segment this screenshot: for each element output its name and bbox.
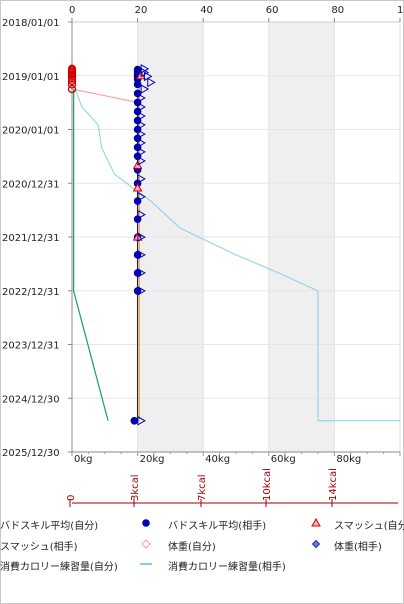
legend-marker-4 [141, 539, 151, 549]
legend-item-7: 消費カロリー練習量(相手) [168, 562, 286, 573]
series-3-point-16 [137, 232, 146, 243]
legend-item-2: スマッシュ(自分) [334, 521, 404, 532]
chart-svg: 2018/01/01 2019/01/01 2020/01/01 2020/12/31… [2, 5, 404, 507]
top-tick-label-5: 100 [397, 5, 404, 16]
series-0-point-8 [67, 80, 77, 89]
series-0-point-6 [67, 74, 77, 83]
legend-item-6: 消費カロリー練習量(自分) [0, 562, 118, 573]
top-tick-label-3: 60 [266, 5, 279, 16]
y-tick-label-8: 2025/12/30 [2, 448, 60, 459]
series-3-point-7 [137, 111, 146, 121]
y-tick-label-4: 2021/12/31 [2, 233, 60, 244]
legend-marker-2 [311, 517, 321, 527]
series-3-point-11 [137, 147, 146, 157]
calorie-tick-label-0: 0 [66, 495, 77, 501]
calorie-tick-label-1: 3kcal [130, 474, 141, 501]
y-tick-label-5: 2022/12/31 [2, 287, 60, 298]
series-3-point-12 [137, 156, 146, 166]
legend-item-1: バドスキル平均(相手) [168, 521, 267, 532]
series-1-point-5 [133, 80, 142, 89]
series-3-point-14 [137, 191, 146, 202]
series-3-point-10 [137, 138, 146, 148]
legend-marker-7 [140, 563, 152, 565]
series-line-6 [73, 89, 109, 421]
series-0-point-9 [67, 84, 77, 94]
bottom-tick-label-3: 60kg [271, 454, 296, 465]
legend-marker-5 [311, 539, 321, 549]
legend-symbol-1 [142, 519, 150, 527]
series-3-point-6 [137, 102, 146, 112]
y-tick-label-3: 2020/12/31 [2, 179, 60, 190]
calorie-tick-label-4: 14kcal [328, 468, 339, 501]
legend-item-4: 体重(自分) [168, 542, 216, 553]
top-tick-label-0: 0 [69, 5, 75, 16]
series-3-point-19 [137, 286, 146, 296]
series-line-7 [74, 88, 400, 422]
bottom-tick-label-2: 40kg [205, 454, 230, 465]
series-3-point-9 [137, 129, 146, 139]
series-1-point-22 [130, 416, 139, 425]
series-2-point-2 [132, 182, 143, 192]
series-3-point-8 [137, 120, 146, 130]
bottom-tick-label-4: 80kg [336, 454, 361, 465]
y-tick-label-0: 2018/01/01 [2, 18, 60, 29]
calorie-tick-label-3: 10kcal [262, 468, 273, 501]
legend-item-3: スマッシュ(相手) [0, 542, 78, 553]
series-3-point-3 [147, 77, 156, 88]
y-tick-label-2: 2020/01/01 [2, 126, 60, 137]
bottom-tick-label-1: 20kg [140, 454, 165, 465]
bottom-tick-label-0: 0kg [74, 454, 93, 465]
top-tick-label-4: 80 [331, 5, 344, 16]
series-3-point-18 [137, 268, 146, 278]
series-0-point-7 [67, 76, 77, 86]
legend-marker-1 [142, 519, 150, 527]
legend-symbol-2 [311, 517, 321, 527]
y-tick-label-7: 2024/12/30 [2, 394, 60, 405]
legend-symbol-4 [141, 539, 151, 549]
series-3-point-13 [137, 173, 146, 184]
y-tick-label-1: 2019/01/01 [2, 72, 60, 83]
legend-symbol-5 [311, 539, 321, 549]
series-3-point-15 [137, 209, 146, 220]
calorie-tick-label-2: 7kcal [197, 474, 208, 501]
top-tick-label-1: 20 [135, 5, 148, 16]
series-3-point-5 [137, 93, 146, 103]
top-tick-label-2: 40 [200, 5, 213, 16]
series-3-point-4 [140, 84, 150, 94]
series-3-point-20 [137, 415, 146, 426]
series-3-point-17 [137, 249, 146, 260]
legend-item-5: 体重(相手) [334, 542, 382, 553]
legend-item-0: バドスキル平均(自分) [0, 521, 99, 532]
series-line-4 [71, 88, 139, 421]
y-tick-label-6: 2023/12/31 [2, 341, 60, 352]
